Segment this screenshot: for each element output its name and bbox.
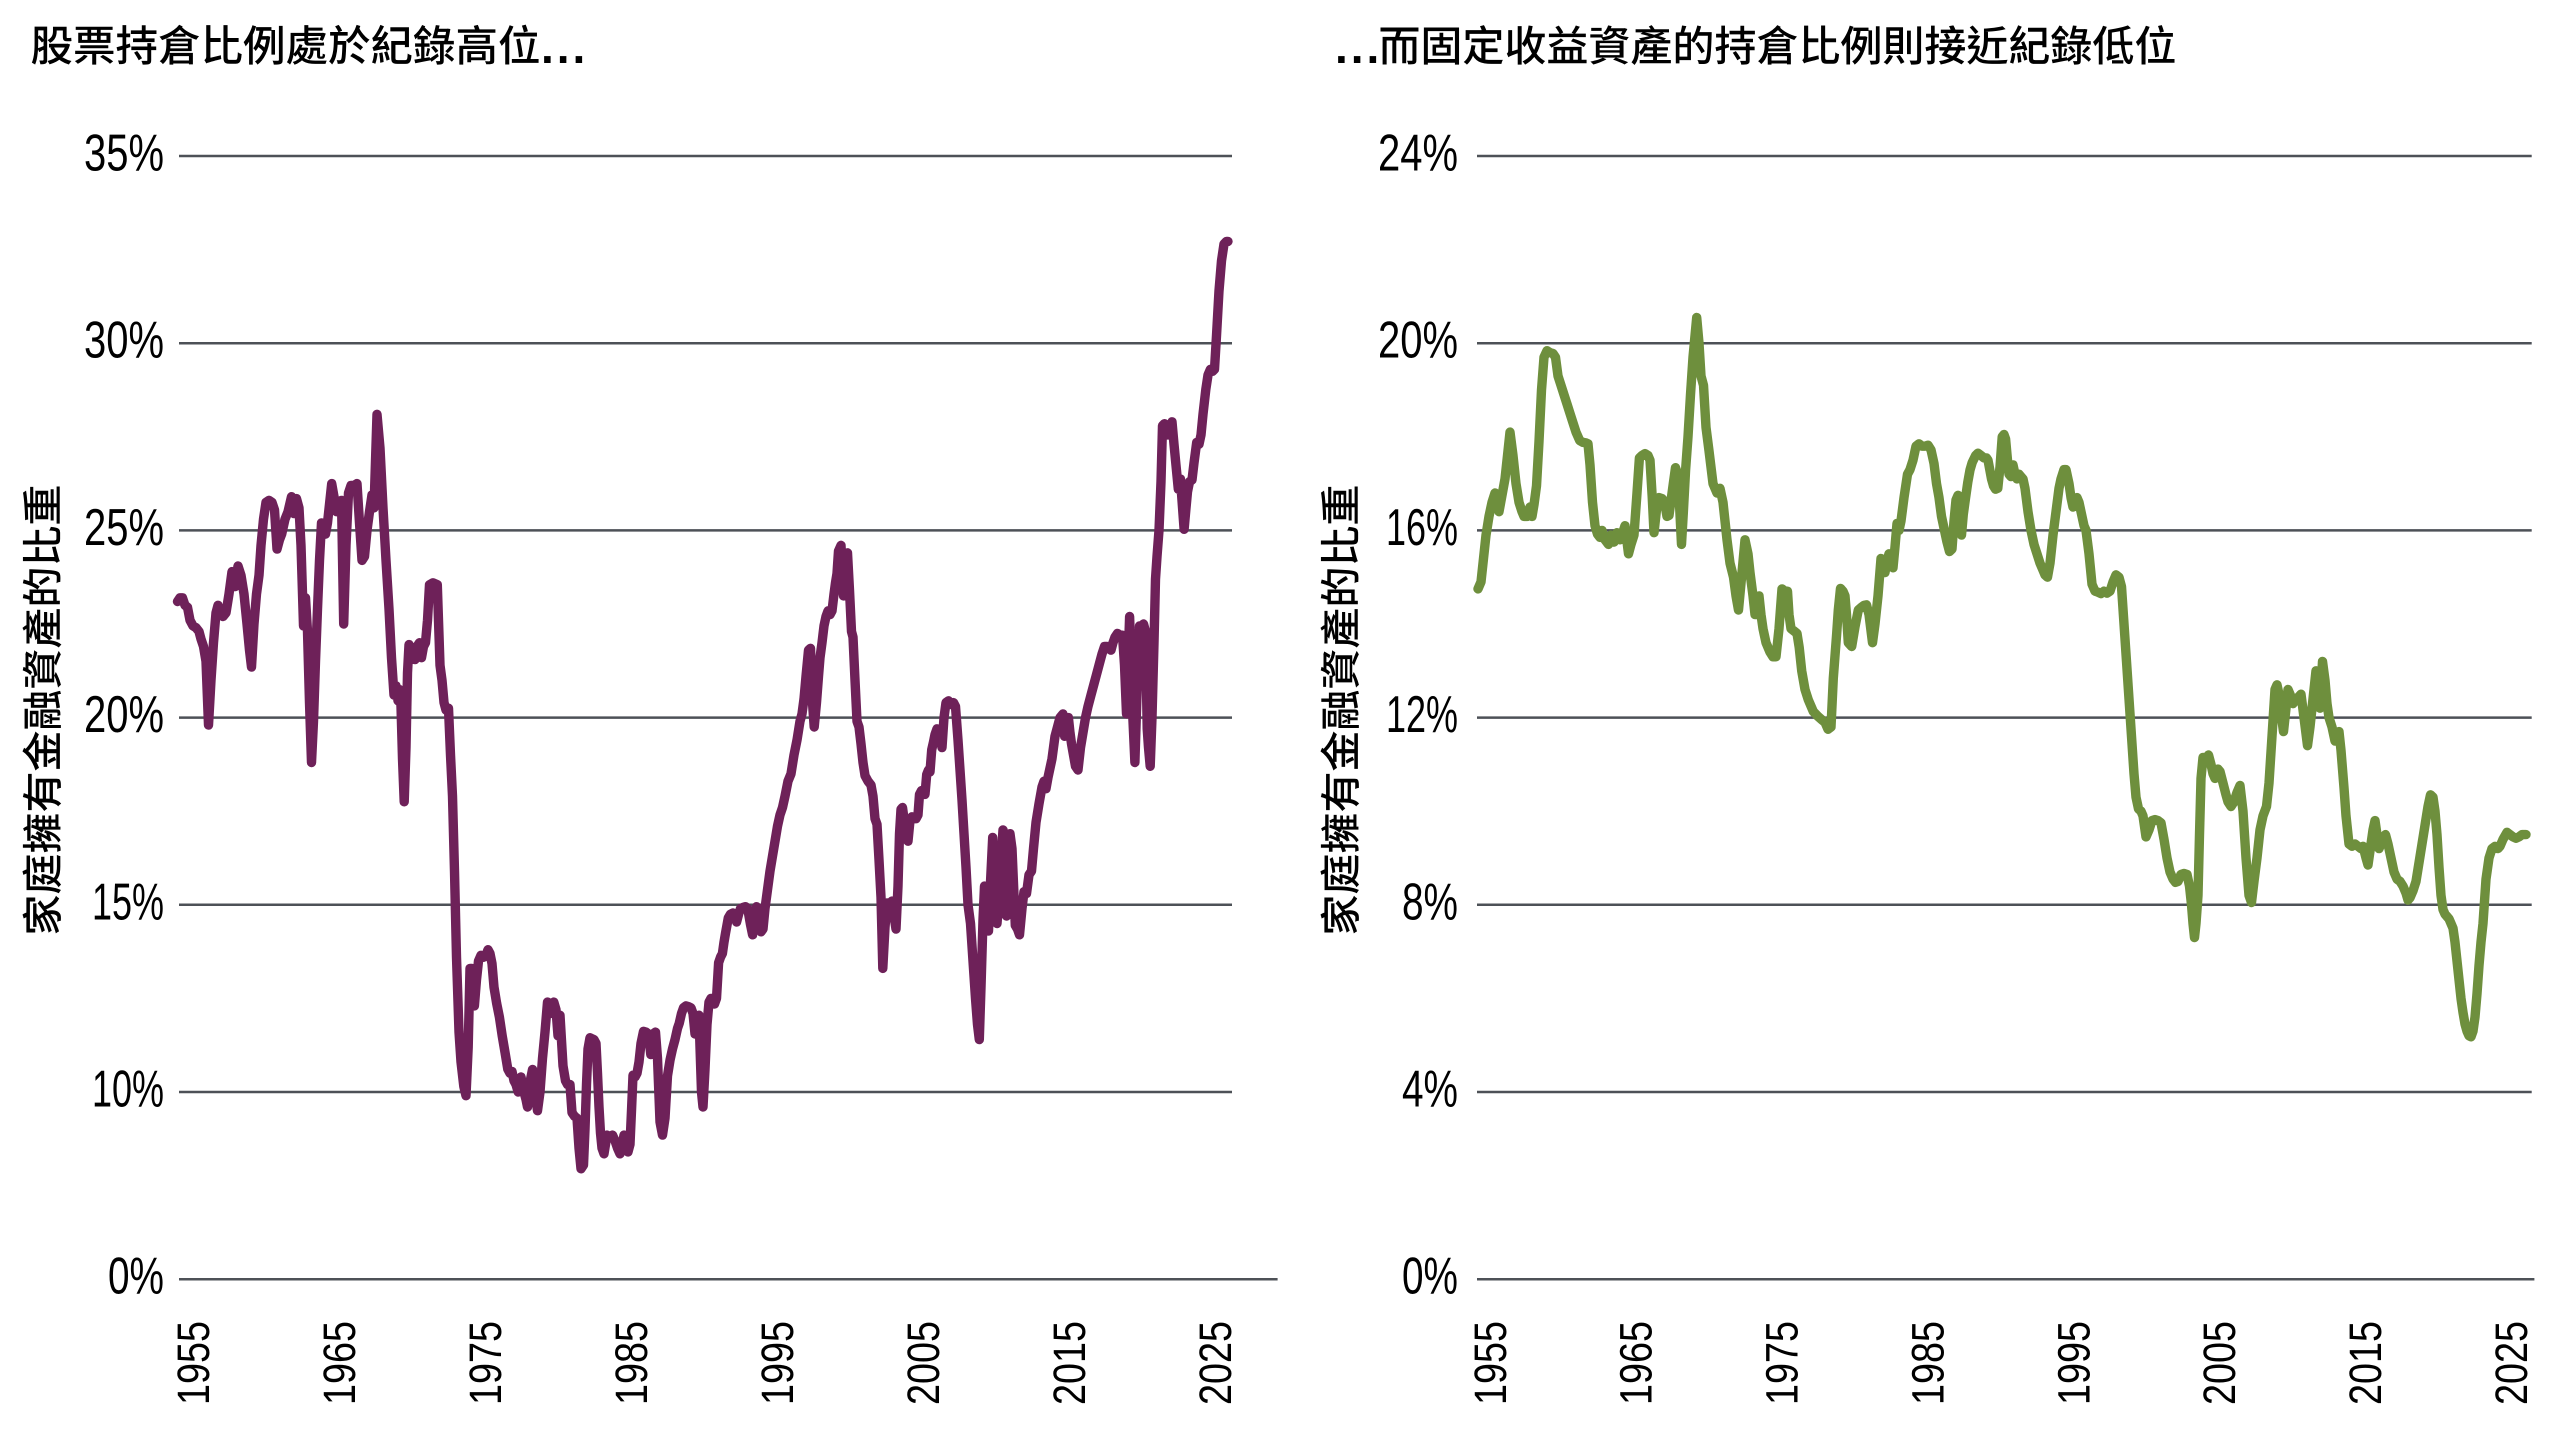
svg-text:1955: 1955: [1465, 1321, 1516, 1405]
svg-text:...: ...: [1335, 21, 1382, 73]
svg-text:8%: 8%: [1402, 873, 1458, 931]
svg-text:2025: 2025: [2486, 1321, 2537, 1405]
svg-text:2005: 2005: [2194, 1321, 2245, 1405]
svg-text:2005: 2005: [898, 1321, 949, 1405]
svg-text:1965: 1965: [314, 1321, 365, 1405]
svg-text:...: ...: [541, 21, 588, 73]
svg-text:35%: 35%: [84, 125, 164, 183]
svg-text:4%: 4%: [1402, 1061, 1458, 1119]
svg-text:2015: 2015: [2340, 1321, 2391, 1405]
svg-text:15%: 15%: [92, 873, 164, 931]
svg-text:24%: 24%: [1378, 125, 1458, 183]
svg-text:0%: 0%: [1402, 1248, 1458, 1306]
svg-text:1975: 1975: [1757, 1321, 1808, 1405]
svg-text:10%: 10%: [92, 1061, 164, 1119]
svg-text:1975: 1975: [460, 1321, 511, 1405]
svg-text:20%: 20%: [1378, 312, 1458, 370]
svg-text:1985: 1985: [606, 1321, 657, 1405]
svg-text:1965: 1965: [1611, 1321, 1662, 1405]
svg-text:0%: 0%: [108, 1248, 164, 1306]
svg-text:20%: 20%: [84, 686, 164, 744]
svg-text:30%: 30%: [84, 312, 164, 370]
svg-text:1995: 1995: [2048, 1321, 2099, 1405]
svg-text:1985: 1985: [1902, 1321, 1953, 1405]
svg-text:25%: 25%: [84, 499, 164, 557]
svg-text:1995: 1995: [752, 1321, 803, 1405]
svg-text:2025: 2025: [1190, 1321, 1241, 1405]
svg-text:16%: 16%: [1386, 499, 1458, 557]
svg-text:1955: 1955: [168, 1321, 219, 1405]
svg-text:12%: 12%: [1386, 686, 1458, 744]
svg-text:2015: 2015: [1044, 1321, 1095, 1405]
